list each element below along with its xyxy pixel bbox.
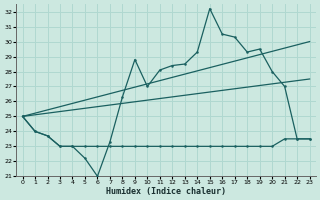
X-axis label: Humidex (Indice chaleur): Humidex (Indice chaleur) bbox=[106, 187, 226, 196]
